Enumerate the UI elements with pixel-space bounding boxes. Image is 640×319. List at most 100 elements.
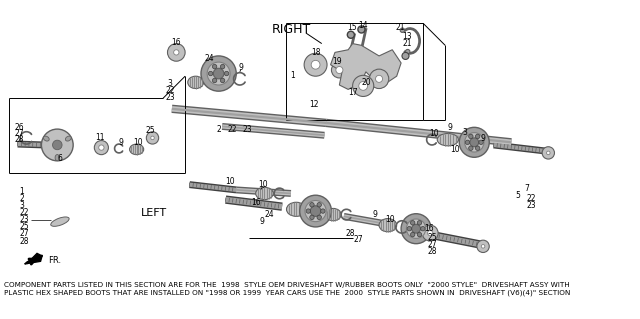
Text: 7: 7: [524, 184, 529, 193]
Text: 5: 5: [515, 191, 520, 200]
Circle shape: [321, 209, 325, 213]
Text: 9: 9: [118, 138, 124, 147]
Text: 22: 22: [165, 86, 175, 95]
Circle shape: [465, 133, 484, 152]
Text: 27: 27: [354, 235, 364, 244]
Text: 21: 21: [396, 23, 405, 32]
Text: 1: 1: [291, 71, 295, 80]
Circle shape: [407, 226, 412, 231]
Text: 9: 9: [447, 123, 452, 132]
Circle shape: [417, 221, 422, 225]
Circle shape: [476, 134, 480, 139]
Text: 10: 10: [258, 180, 268, 189]
Text: 9: 9: [372, 210, 377, 219]
Text: 10: 10: [134, 138, 143, 147]
Circle shape: [220, 78, 225, 83]
Circle shape: [317, 203, 321, 207]
Polygon shape: [25, 255, 42, 264]
Circle shape: [99, 145, 104, 150]
Ellipse shape: [325, 208, 341, 221]
Circle shape: [305, 200, 326, 222]
Circle shape: [336, 66, 343, 74]
Text: 1: 1: [19, 187, 24, 196]
Circle shape: [209, 71, 213, 76]
Text: 23: 23: [19, 215, 29, 224]
Text: 22: 22: [228, 125, 237, 135]
Circle shape: [306, 209, 310, 213]
Text: 19: 19: [332, 57, 342, 66]
Text: 21: 21: [403, 39, 412, 48]
Text: RIGHT: RIGHT: [271, 23, 310, 36]
Circle shape: [468, 134, 473, 139]
Text: 10: 10: [386, 215, 396, 224]
Text: 28: 28: [427, 247, 436, 256]
Text: 3: 3: [168, 79, 173, 88]
Circle shape: [310, 203, 314, 207]
Circle shape: [410, 232, 415, 237]
Text: 17: 17: [348, 88, 357, 97]
Text: 27: 27: [427, 240, 436, 249]
Ellipse shape: [287, 202, 306, 216]
Circle shape: [300, 195, 332, 227]
Text: 23: 23: [527, 201, 536, 210]
Text: 16: 16: [172, 38, 181, 47]
Circle shape: [406, 219, 426, 238]
Text: 28: 28: [15, 135, 24, 144]
Polygon shape: [25, 253, 42, 264]
Circle shape: [481, 245, 485, 248]
Text: 26: 26: [15, 123, 24, 132]
Circle shape: [412, 224, 420, 233]
Text: COMPONENT PARTS LISTED IN THIS SECTION ARE FOR THE  1998  STYLE OEM DRIVESHAFT W: COMPONENT PARTS LISTED IN THIS SECTION A…: [4, 282, 570, 288]
Text: 28: 28: [19, 237, 29, 246]
Circle shape: [173, 50, 179, 55]
Text: 24: 24: [205, 54, 214, 63]
Text: 23: 23: [242, 125, 252, 135]
Circle shape: [359, 81, 367, 90]
Circle shape: [310, 215, 314, 219]
Text: 22: 22: [19, 208, 29, 217]
Circle shape: [353, 75, 374, 96]
Text: 15: 15: [347, 23, 356, 32]
Circle shape: [542, 147, 554, 159]
Text: 9: 9: [481, 134, 486, 143]
Circle shape: [476, 146, 480, 150]
Circle shape: [406, 49, 410, 54]
Circle shape: [213, 68, 224, 79]
Text: PLASTIC HEX SHAPED BOOTS THAT ARE INSTALLED ON "1998 OR 1999  YEAR CARS USE THE : PLASTIC HEX SHAPED BOOTS THAT ARE INSTAL…: [4, 290, 571, 296]
Circle shape: [460, 127, 489, 157]
Circle shape: [52, 140, 62, 150]
Circle shape: [212, 64, 217, 69]
Text: 25: 25: [19, 222, 29, 232]
Text: 10: 10: [225, 177, 235, 187]
Text: 18: 18: [311, 48, 321, 57]
Circle shape: [402, 52, 409, 59]
Ellipse shape: [255, 187, 273, 200]
Circle shape: [168, 44, 185, 61]
Text: 2: 2: [216, 125, 221, 135]
Circle shape: [304, 53, 327, 76]
Circle shape: [422, 225, 438, 241]
Circle shape: [465, 140, 470, 145]
Circle shape: [207, 62, 230, 85]
Circle shape: [401, 214, 431, 244]
Circle shape: [410, 221, 415, 225]
Text: 20: 20: [362, 78, 372, 87]
Circle shape: [417, 232, 422, 237]
Circle shape: [420, 226, 425, 231]
Circle shape: [225, 71, 229, 76]
Text: 16: 16: [424, 224, 434, 233]
Circle shape: [311, 60, 320, 69]
Ellipse shape: [55, 155, 60, 161]
Text: 23: 23: [165, 93, 175, 102]
Text: 10: 10: [450, 145, 460, 154]
Circle shape: [42, 129, 73, 161]
Circle shape: [400, 28, 404, 33]
Text: 10: 10: [429, 129, 438, 138]
Circle shape: [94, 141, 108, 155]
Ellipse shape: [129, 144, 144, 155]
Text: 3: 3: [19, 201, 24, 210]
Circle shape: [317, 215, 321, 219]
Circle shape: [151, 136, 154, 140]
Circle shape: [147, 132, 159, 144]
Circle shape: [369, 69, 388, 89]
